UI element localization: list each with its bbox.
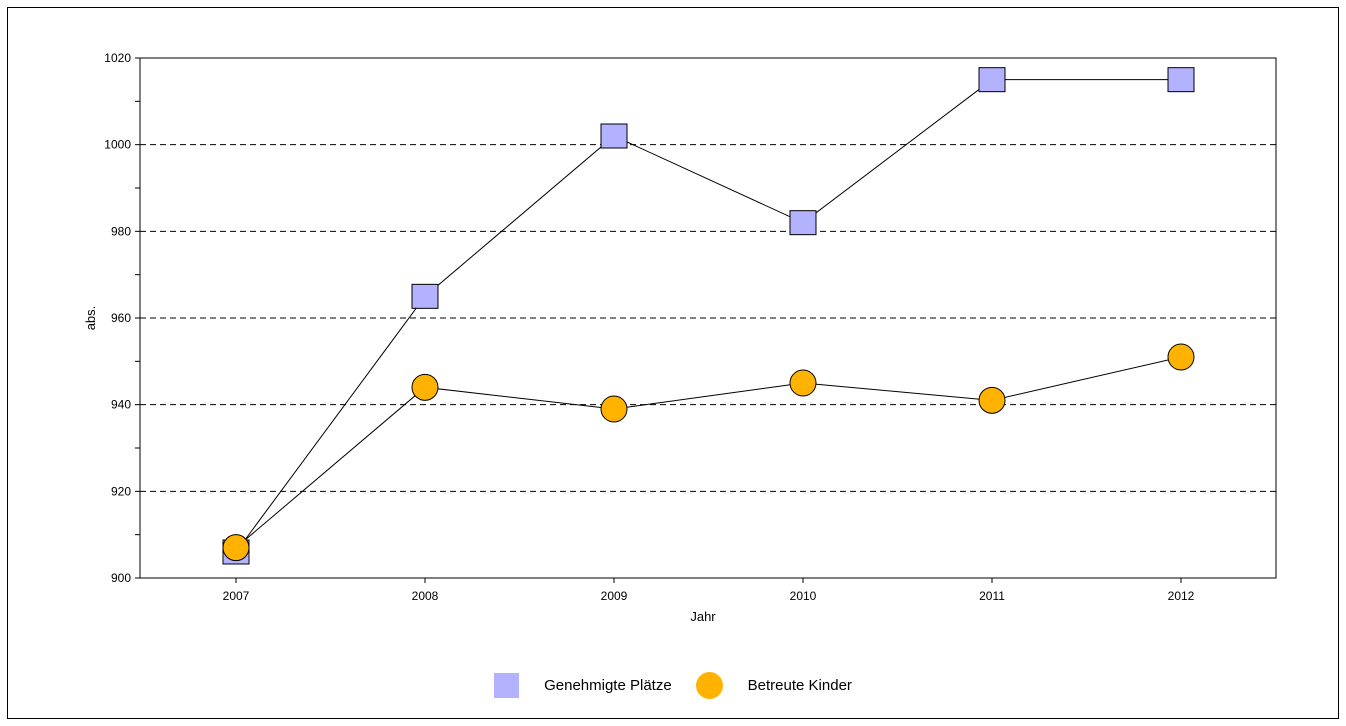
- data-point-circle: [978, 386, 1006, 414]
- data-point-circle: [411, 373, 439, 401]
- y-axis-title: abs.: [83, 306, 98, 331]
- legend: Genehmigte Plätze Betreute Kinder: [0, 670, 1346, 700]
- legend-label: Betreute Kinder: [747, 676, 852, 694]
- y-axis: 900 920 940 960 980 1000 1020: [104, 51, 140, 585]
- x-tick-label: 2010: [790, 589, 817, 603]
- x-tick-label: 2008: [412, 589, 439, 603]
- data-point-square: [978, 67, 1006, 93]
- series-line: [235, 356, 1182, 549]
- grid-lines: [140, 144, 1276, 492]
- series-markers: [222, 67, 1195, 565]
- y-tick-label: 1000: [104, 138, 131, 152]
- y-tick-label: 940: [111, 398, 131, 412]
- legend-label: Genehmigte Plätze: [544, 676, 672, 694]
- legend-circle-marker: [695, 671, 723, 699]
- x-tick-label: 2011: [979, 589, 1005, 603]
- y-tick-label: 900: [111, 571, 131, 585]
- series-lines: [235, 79, 1182, 553]
- legend-item-betreute-kinder: Betreute Kinder: [695, 671, 852, 699]
- legend-item-genehmigte-plaetze: Genehmigte Plätze: [494, 672, 672, 698]
- data-point-circle: [1167, 343, 1195, 371]
- y-tick-label: 960: [111, 311, 131, 325]
- x-axis: 2007 2008 2009 2010 2011 2012: [223, 578, 1195, 603]
- legend-square-marker: [494, 672, 520, 698]
- x-axis-title: Jahr: [690, 609, 716, 624]
- y-tick-label: 1020: [104, 51, 131, 65]
- x-tick-label: 2009: [601, 589, 628, 603]
- y-tick-label: 920: [111, 484, 131, 498]
- data-point-square: [789, 210, 817, 236]
- series-line: [235, 79, 1181, 553]
- x-tick-label: 2007: [223, 589, 250, 603]
- y-tick-label: 980: [111, 224, 131, 238]
- data-point-square: [1167, 67, 1195, 93]
- data-point-circle: [600, 395, 628, 423]
- data-point-circle: [789, 369, 817, 397]
- data-point-square: [600, 123, 628, 149]
- data-point-square: [411, 283, 439, 309]
- x-tick-label: 2012: [1168, 589, 1195, 603]
- data-point-circle: [222, 534, 250, 562]
- chart-frame: [7, 7, 1339, 719]
